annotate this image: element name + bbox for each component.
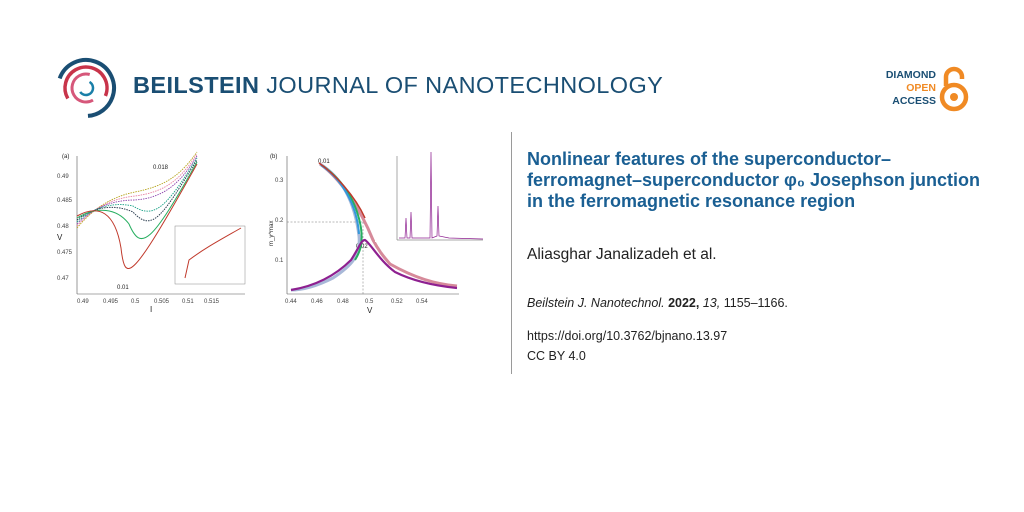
- b-ytick: 0.1: [275, 258, 284, 264]
- article-citation: Beilstein J. Nanotechnol. 2022, 13, 1155…: [527, 296, 788, 310]
- b-ytick: 0.2: [275, 218, 284, 224]
- open-lock-icon: [939, 66, 969, 112]
- article-authors: Aliasghar Janalizadeh et al.: [527, 246, 717, 263]
- citation-journal: Beilstein J. Nanotechnol.: [527, 296, 665, 310]
- b-ytick: 0.3: [275, 178, 284, 184]
- article-title[interactable]: Nonlinear features of the superconductor…: [527, 149, 981, 211]
- citation-volume: 13,: [702, 296, 721, 310]
- b-xtick: 0.52: [391, 299, 403, 305]
- open-access-line2: OPEN: [906, 82, 936, 94]
- a-ytick: 0.48: [57, 224, 69, 230]
- b-annotation-top: 0.01: [318, 159, 330, 165]
- doi-link[interactable]: https://doi.org/10.3762/bjnano.13.97: [527, 329, 728, 343]
- a-ytick: 0.475: [57, 250, 73, 256]
- journal-name-bold: BEILSTEIN: [133, 72, 260, 98]
- a-ylabel: V: [57, 233, 63, 242]
- b-xtick: 0.5: [365, 299, 374, 305]
- open-access-line3: ACCESS: [892, 95, 936, 107]
- b-ylabel: m_y^max: [269, 221, 275, 247]
- b-xtick: 0.46: [311, 299, 323, 305]
- citation-year: 2022,: [668, 296, 700, 310]
- a-xtick: 0.51: [182, 299, 194, 305]
- b-xtick: 0.54: [416, 299, 428, 305]
- a-ytick: 0.485: [57, 198, 73, 204]
- a-xtick: 0.495: [103, 299, 119, 305]
- vertical-divider: [511, 132, 512, 374]
- beilstein-rings-icon: [56, 58, 116, 118]
- journal-header: BEILSTEIN JOURNAL OF NANOTECHNOLOGY DIAM…: [0, 0, 1024, 130]
- figure-svg: (a) 0.49 0.485 0.48 0.475 0.47 0.49 0.49…: [57, 151, 485, 315]
- journal-name-rest: JOURNAL OF NANOTECHNOLOGY: [266, 72, 664, 98]
- b-xtick: 0.48: [337, 299, 349, 305]
- b-xtick: 0.44: [285, 299, 297, 305]
- license-text[interactable]: CC BY 4.0: [527, 349, 586, 363]
- graphical-abstract-figure: (a) 0.49 0.485 0.48 0.475 0.47 0.49 0.49…: [55, 148, 495, 320]
- open-access-badge: DIAMOND OPEN ACCESS: [870, 69, 936, 108]
- b-xlabel: V: [367, 306, 373, 315]
- panel-a-label: (a): [62, 154, 69, 160]
- a-ytick: 0.47: [57, 276, 69, 282]
- a-annotation-top: 0.018: [153, 165, 169, 171]
- journal-title[interactable]: BEILSTEIN JOURNAL OF NANOTECHNOLOGY: [133, 72, 663, 99]
- a-xtick: 0.505: [154, 299, 170, 305]
- a-annotation-bottom: 0.01: [117, 285, 129, 291]
- b-annotation-bottom: 0.02: [356, 244, 368, 250]
- a-ytick: 0.49: [57, 174, 69, 180]
- open-access-line1: DIAMOND: [885, 69, 936, 81]
- panel-b: (b) 0.3 0.2 0.1 0.44 0.46 0.48 0.5 0.52 …: [269, 151, 485, 315]
- a-xtick: 0.515: [204, 299, 220, 305]
- panel-b-label: (b): [270, 154, 277, 160]
- a-xtick: 0.5: [131, 299, 140, 305]
- citation-pages: 1155–1166.: [723, 296, 788, 310]
- a-xtick: 0.49: [77, 299, 89, 305]
- panel-a: (a) 0.49 0.485 0.48 0.475 0.47 0.49 0.49…: [57, 151, 246, 314]
- a-xlabel: I: [150, 305, 152, 314]
